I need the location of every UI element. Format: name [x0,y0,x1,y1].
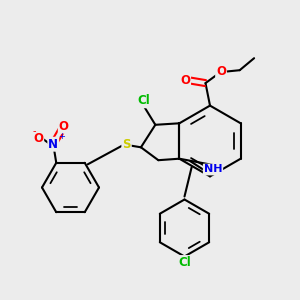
Text: O: O [180,74,190,87]
Text: -: - [33,126,36,136]
Text: Cl: Cl [178,256,191,269]
Text: O: O [59,120,69,133]
Text: N: N [48,138,58,151]
Text: Cl: Cl [137,94,150,107]
Text: O: O [33,132,43,145]
Text: O: O [216,65,226,78]
Text: NH: NH [204,164,222,175]
Text: S: S [122,138,131,152]
Text: +: + [58,132,65,141]
